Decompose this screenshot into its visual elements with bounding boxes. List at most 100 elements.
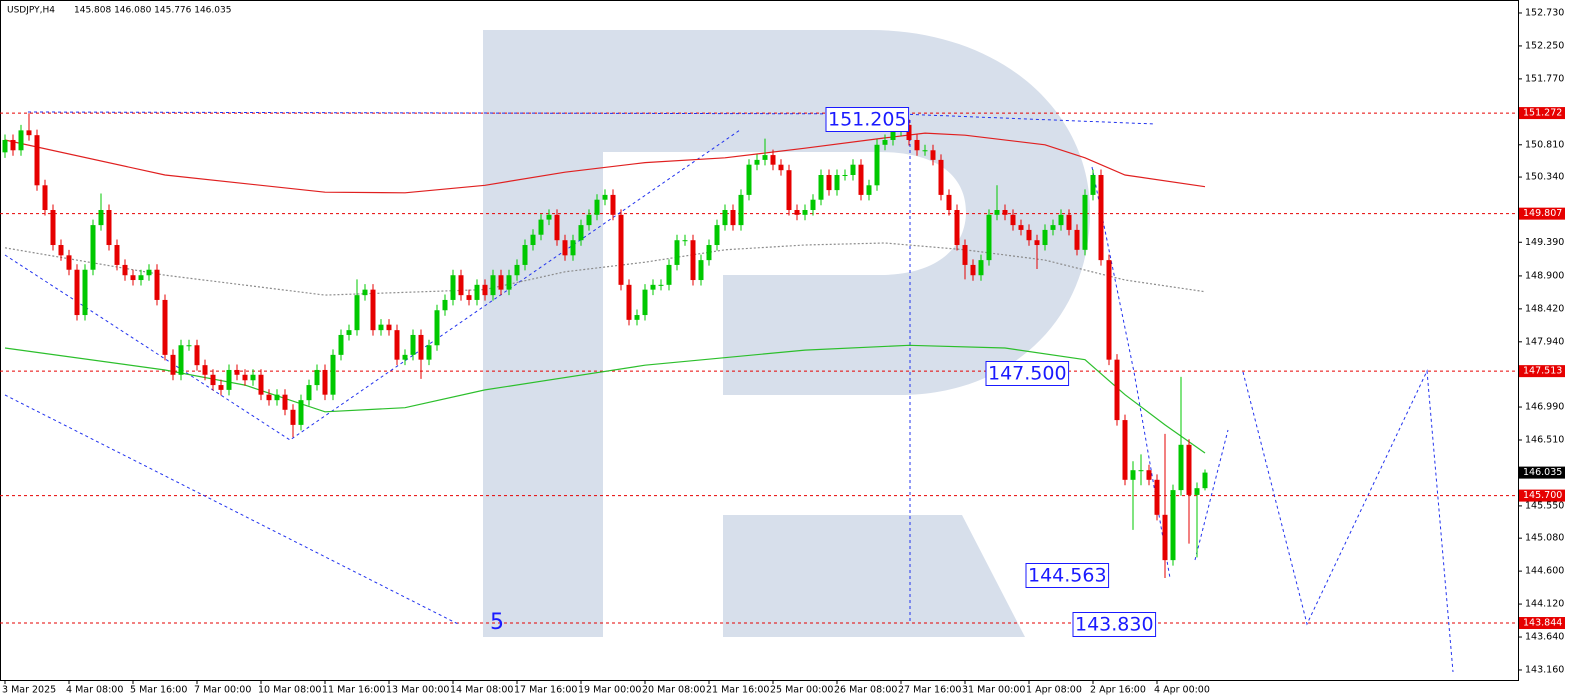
candle-body [1010,214,1016,226]
candle-body [194,345,200,366]
candle-body [426,345,432,360]
candle-body [730,210,736,226]
x-tick-label: 2 Apr 16:00 [1090,685,1146,696]
candle-body [938,159,944,195]
candle-body [282,394,288,410]
candle-body [474,284,480,300]
candle-body [58,245,64,256]
candle-body [410,334,416,355]
candle-body [1178,444,1184,491]
x-tick-label: 10 Mar 08:00 [258,685,321,696]
candle-body [202,365,208,375]
annotation-box [1025,563,1110,588]
candle-body [10,139,16,151]
candle-body [626,284,632,320]
candle-body [578,225,584,241]
candle-body [522,245,528,265]
level-tag [1519,365,1565,378]
candle-body [450,275,456,300]
level-label: 151.272 [1523,108,1562,119]
candle-body [882,139,888,145]
candle-body [218,385,224,390]
candle-body [946,194,952,211]
candle-body [1050,225,1056,230]
y-tick-label: 147.940 [1525,336,1564,347]
candle-body [906,124,912,140]
x-tick-label: 3 Mar 2025 [2,685,56,696]
candle-body [1058,214,1064,226]
candle-body [82,269,88,316]
candle-body [858,164,864,195]
annotation-label: 151.205 [828,109,907,131]
candle-body [706,245,712,261]
y-tick-label: 150.810 [1525,139,1564,150]
candle-body [338,334,344,355]
candle-body [954,210,960,246]
x-tick-label: 7 Mar 00:00 [194,685,251,696]
candle-body [322,369,328,395]
x-tick-label: 11 Mar 16:00 [322,685,385,696]
candle-body [562,240,568,256]
candle-body [18,130,24,151]
candle-body [642,289,648,316]
candle-body [810,199,816,211]
candle-body [570,240,576,256]
candle-body [482,284,488,296]
candle-body [682,240,688,242]
annotation-box [985,361,1070,386]
candle-body [1194,488,1200,495]
candle-body [722,210,728,226]
x-tick-label: 27 Mar 16:00 [898,685,961,696]
candle-body [546,214,552,220]
candle-body [746,164,752,195]
candle-body [26,130,32,136]
candle-body [962,245,968,265]
x-tick-label: 17 Mar 16:00 [514,685,577,696]
candle-body [290,409,296,425]
candle-body [210,374,216,386]
candle-body [394,330,400,360]
candle-body [34,135,40,186]
level-label: 147.513 [1523,366,1562,377]
candle-body [154,269,160,300]
level-tag [1519,207,1565,220]
x-tick-label: 14 Mar 08:00 [450,685,513,696]
y-tick-label: 150.340 [1525,172,1564,183]
y-tick-label: 144.120 [1525,599,1564,610]
candle-body [386,324,392,331]
candle-body [1034,240,1040,246]
candle-body [986,214,992,261]
candle-body [178,345,184,375]
candle-body [362,289,368,296]
candle-body [554,214,560,241]
candle-body [738,194,744,226]
candle-body [1066,214,1072,230]
candle-body [994,210,1000,215]
candle-body [890,130,896,140]
candle-body [922,150,928,152]
candle-body [866,185,872,195]
level-tag [1519,617,1565,630]
candle-body [434,310,440,346]
candle-body [1130,470,1136,480]
candle-body [538,219,544,235]
candle-body [370,289,376,331]
candle-body [274,394,280,401]
y-tick-label: 151.770 [1525,73,1564,84]
candle-body [442,299,448,311]
y-tick-label: 149.390 [1525,237,1564,248]
candle-body [314,369,320,386]
candle-body [1026,229,1032,241]
candle-body [170,354,176,375]
candle-body [1154,479,1160,515]
candle-body [834,174,840,191]
candle-body [754,159,760,165]
candle-body [90,225,96,270]
y-tick-label: 144.600 [1525,566,1564,577]
x-tick-label: 4 Mar 08:00 [66,685,123,696]
candle-body [850,164,856,175]
candle-body [506,275,512,290]
candle-body [650,284,656,290]
candle-body [1090,174,1096,195]
